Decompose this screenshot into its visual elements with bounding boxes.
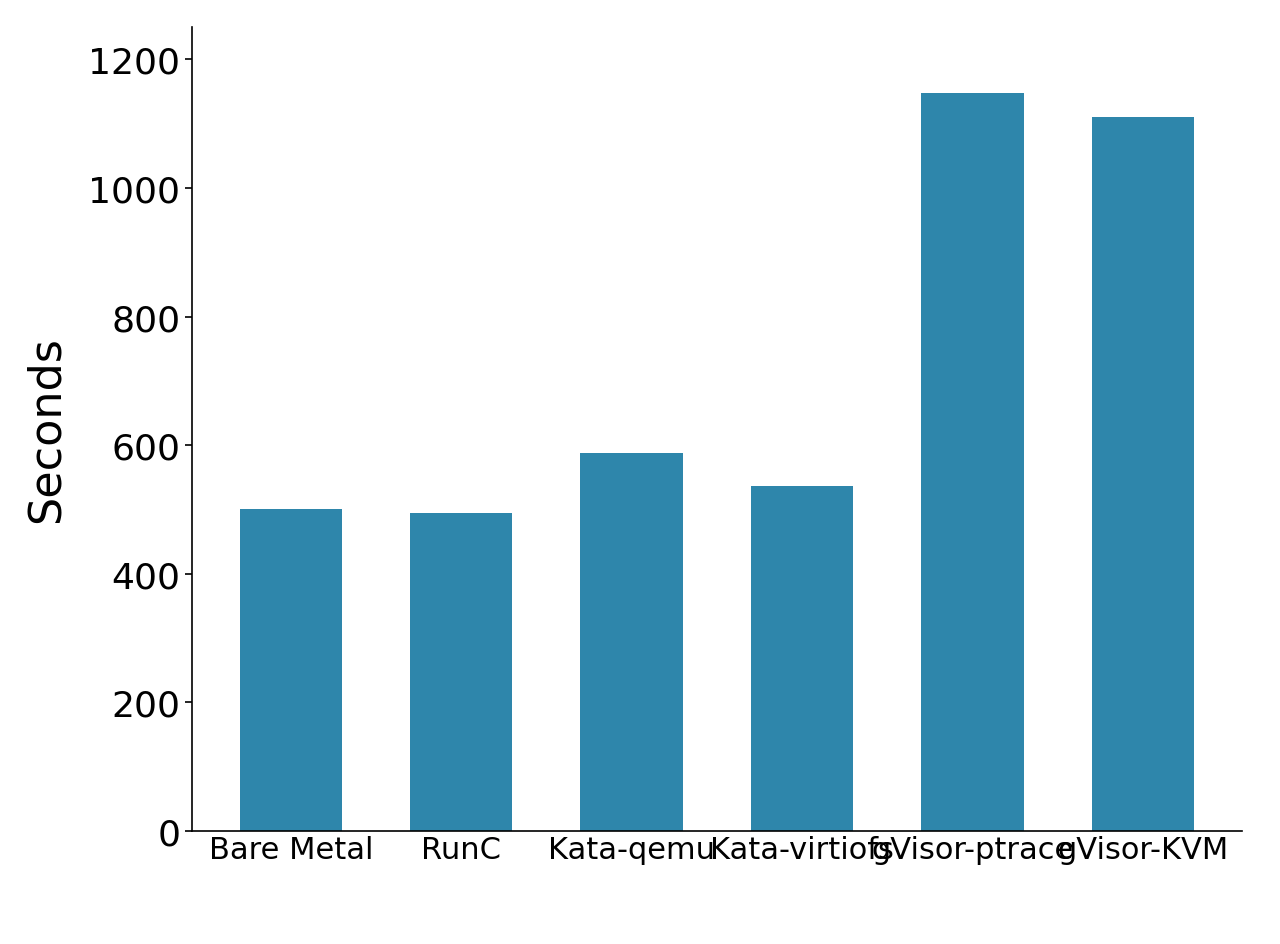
Bar <box>922 93 1024 831</box>
Bar <box>751 486 852 831</box>
Bar <box>239 510 342 831</box>
Bar <box>581 453 682 831</box>
Bar <box>410 513 512 831</box>
Bar <box>1092 118 1194 831</box>
Y-axis label: Seconds: Seconds <box>24 336 68 523</box>
